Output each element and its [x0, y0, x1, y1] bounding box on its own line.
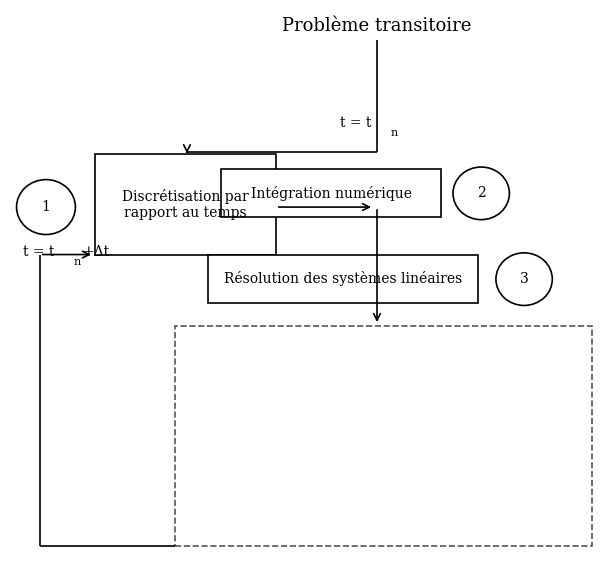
Text: 3: 3 [520, 272, 528, 286]
Text: Intégration numérique: Intégration numérique [251, 185, 411, 201]
Text: n: n [74, 257, 81, 267]
Circle shape [453, 167, 509, 220]
Circle shape [496, 253, 552, 305]
Text: Discrétisation par
rapport au temps: Discrétisation par rapport au temps [122, 189, 249, 220]
Text: t = t: t = t [23, 245, 55, 259]
Bar [221, 169, 441, 217]
Text: 2: 2 [477, 186, 485, 200]
Text: n: n [390, 128, 398, 138]
Bar [208, 255, 478, 303]
Text: 1: 1 [42, 200, 50, 214]
Bar [95, 154, 276, 255]
Bar [175, 326, 592, 546]
Text: t = t: t = t [340, 116, 371, 130]
Circle shape [17, 180, 75, 235]
Text: Problème transitoire: Problème transitoire [283, 17, 471, 35]
Text: +Δt: +Δt [83, 245, 110, 259]
Text: Résolution des systèmes linéaires: Résolution des systèmes linéaires [224, 271, 462, 287]
